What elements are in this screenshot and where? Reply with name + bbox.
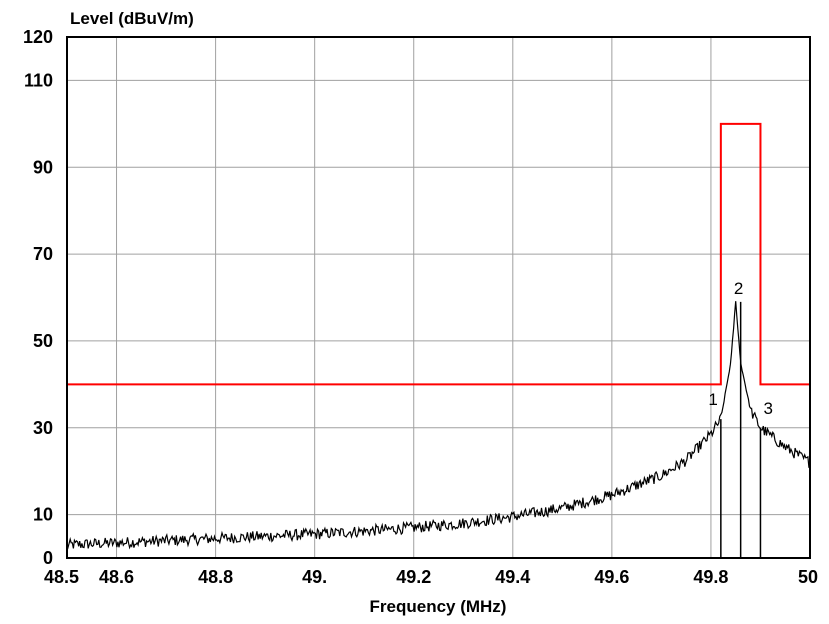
x-tick-label: 49.8 bbox=[693, 567, 728, 587]
y-tick-label: 30 bbox=[33, 418, 53, 438]
plot-background bbox=[67, 37, 810, 558]
plot-frame bbox=[66, 36, 811, 559]
y-tick-label: 70 bbox=[33, 244, 53, 264]
x-tick-label: 49.2 bbox=[396, 567, 431, 587]
x-tick-label: 49. bbox=[302, 567, 327, 587]
y-tick-label: 120 bbox=[23, 27, 53, 47]
marker-labels: 1 2 3 bbox=[708, 279, 773, 418]
x-tick-label: 48.6 bbox=[99, 567, 134, 587]
y-tick-label: 50 bbox=[33, 331, 53, 351]
grid-lines bbox=[67, 37, 810, 558]
limit-line-series bbox=[67, 122, 810, 386]
marker-2-label: 2 bbox=[734, 279, 743, 298]
marker-lines bbox=[720, 301, 762, 558]
y-axis-ticks: 0 10 30 50 70 90 110 120 bbox=[23, 27, 53, 568]
marker-1-label: 1 bbox=[708, 390, 717, 409]
x-tick-label: 49.6 bbox=[594, 567, 629, 587]
y-tick-label: 10 bbox=[33, 505, 53, 525]
marker-3-label: 3 bbox=[763, 399, 772, 418]
x-tick-label: 49.4 bbox=[495, 567, 530, 587]
limit-line bbox=[67, 122, 810, 386]
measurement-trace-series bbox=[66, 301, 811, 550]
x-axis-label: Frequency (MHz) bbox=[370, 597, 507, 616]
x-tick-label: 48.5 bbox=[44, 567, 79, 587]
x-tick-label: 50 bbox=[798, 567, 818, 587]
x-axis-ticks: 48.5 48.6 48.8 49. 49.2 49.4 49.6 49.8 50 bbox=[44, 567, 818, 587]
measurement-trace bbox=[66, 301, 811, 550]
y-tick-label: 0 bbox=[43, 548, 53, 568]
y-tick-label: 90 bbox=[33, 157, 53, 177]
x-tick-label: 48.8 bbox=[198, 567, 233, 587]
y-axis-label: Level (dBuV/m) bbox=[70, 9, 194, 28]
y-tick-label: 110 bbox=[24, 70, 53, 90]
